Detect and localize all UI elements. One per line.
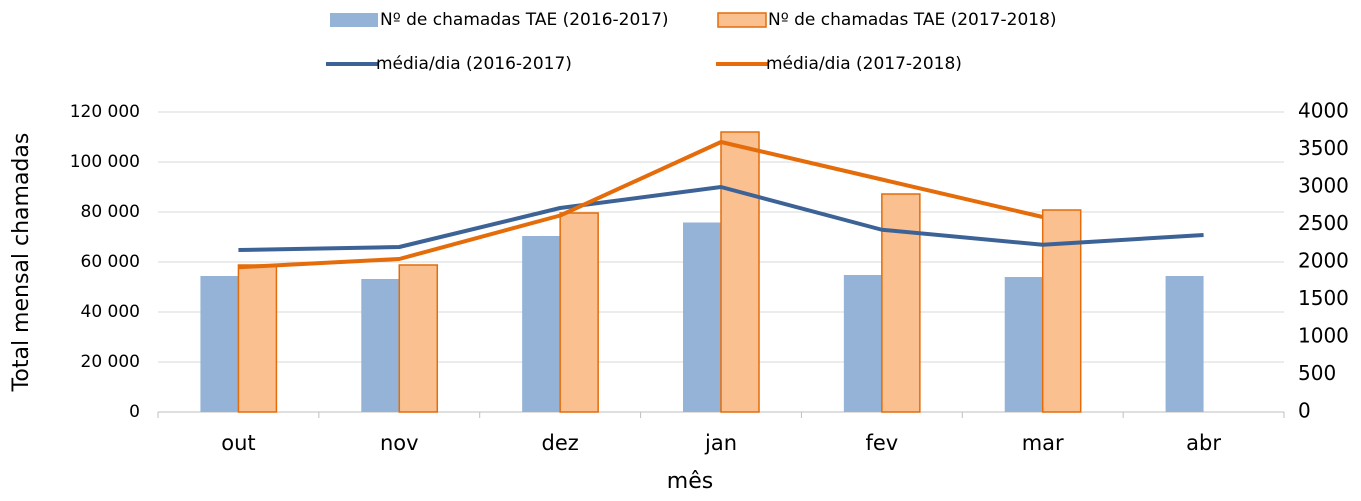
bar bbox=[522, 236, 561, 412]
bar bbox=[881, 193, 921, 413]
y-axis-title: Total mensal chamadas bbox=[9, 133, 34, 393]
line bbox=[238, 140, 1044, 270]
y-tick-label: 20 000 bbox=[81, 352, 140, 372]
x-tick-label: out bbox=[221, 431, 255, 455]
y-tick-label: 40 000 bbox=[81, 302, 140, 322]
y-tick-label: 120 000 bbox=[70, 102, 140, 122]
y2-tick-label: 4000 bbox=[1298, 99, 1349, 123]
y-tick-label: 100 000 bbox=[70, 152, 140, 172]
bar bbox=[720, 131, 760, 413]
legend-label: média/dia (2017-2018) bbox=[766, 54, 962, 74]
legend-swatch bbox=[717, 12, 767, 28]
line bbox=[238, 185, 1204, 252]
y-tick-label: 60 000 bbox=[81, 252, 140, 272]
y2-tick-label: 3000 bbox=[1298, 174, 1349, 198]
x-tick-label: mar bbox=[1022, 431, 1064, 455]
x-axis-title: mês bbox=[667, 469, 713, 494]
y2-tick-label: 3500 bbox=[1298, 136, 1349, 160]
legend-label: Nº de chamadas TAE (2017-2018) bbox=[768, 10, 1057, 30]
y2-tick-label: 1000 bbox=[1298, 324, 1349, 348]
x-tick-label: nov bbox=[380, 431, 419, 455]
y2-tick-label: 2500 bbox=[1298, 211, 1349, 235]
bar bbox=[843, 275, 882, 412]
x-tick-label: fev bbox=[865, 431, 898, 455]
bar bbox=[361, 279, 400, 412]
bar bbox=[1004, 277, 1043, 412]
x-tick-label: dez bbox=[542, 431, 579, 455]
y-tick-label: 0 bbox=[129, 402, 140, 422]
bar bbox=[200, 276, 239, 412]
legend-label: média/dia (2016-2017) bbox=[376, 54, 572, 74]
legend-swatch bbox=[330, 13, 378, 27]
y2-tick-label: 500 bbox=[1298, 361, 1336, 385]
legend-label: Nº de chamadas TAE (2016-2017) bbox=[380, 10, 669, 30]
x-tick-label: jan bbox=[704, 431, 737, 455]
y2-tick-label: 0 bbox=[1298, 399, 1311, 423]
bar bbox=[237, 264, 278, 413]
x-tick-label: abr bbox=[1186, 431, 1221, 455]
bar bbox=[1165, 276, 1204, 412]
bar bbox=[683, 222, 721, 412]
bar bbox=[398, 264, 439, 413]
bar bbox=[559, 212, 599, 413]
y2-tick-label: 2000 bbox=[1298, 249, 1349, 273]
y2-tick-label: 1500 bbox=[1298, 286, 1349, 310]
y-tick-label: 80 000 bbox=[81, 202, 140, 222]
bar bbox=[1041, 209, 1082, 413]
